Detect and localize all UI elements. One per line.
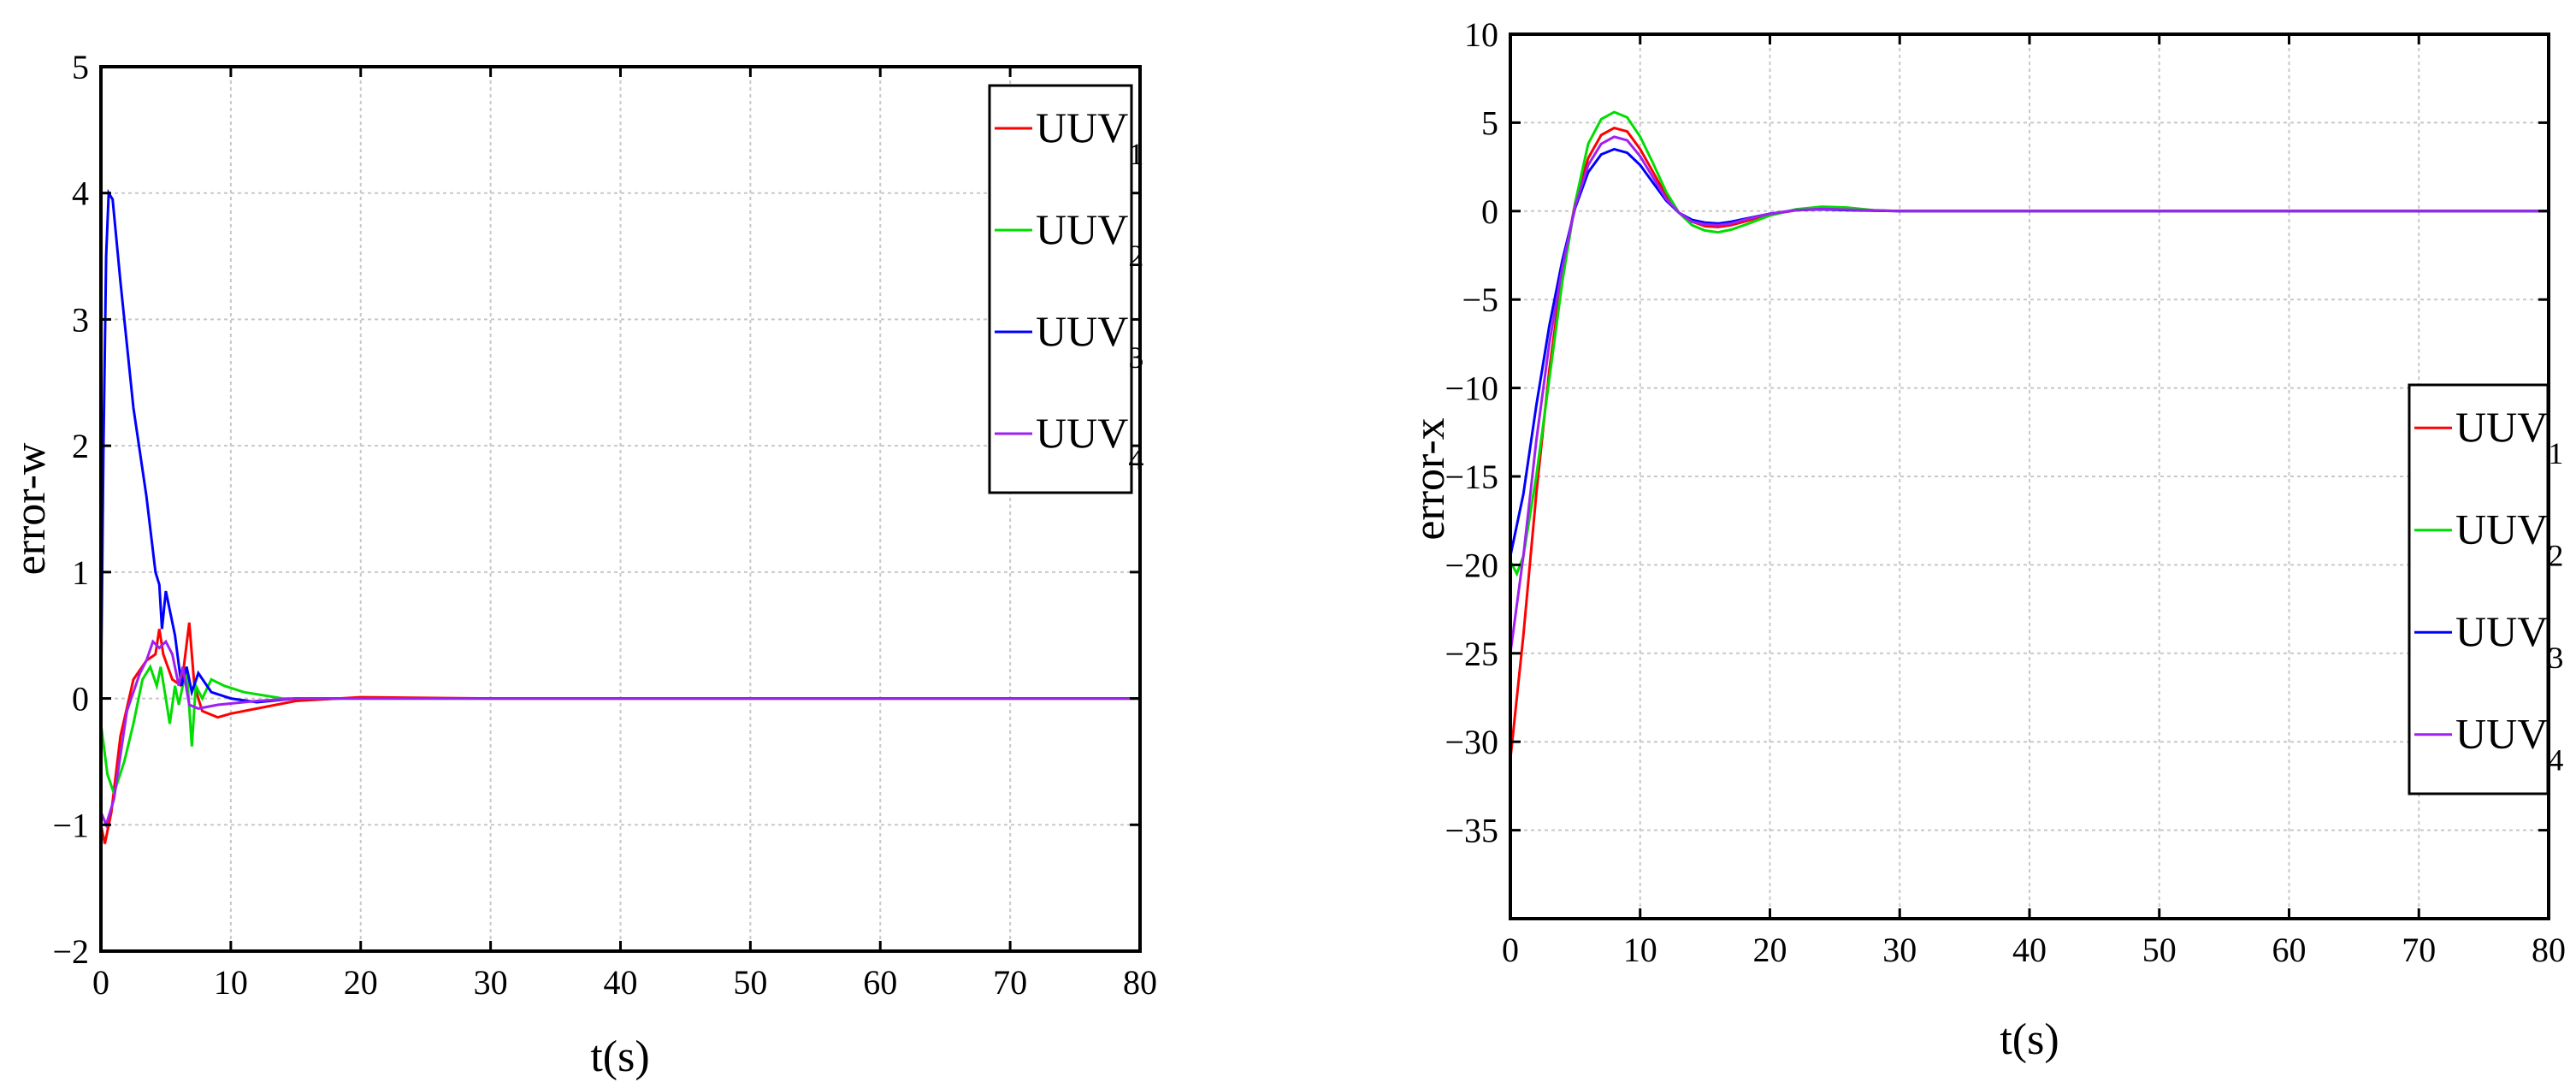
legend-label-main: UUV bbox=[2455, 403, 2548, 451]
legend-label-subscript: 4 bbox=[1128, 442, 1143, 476]
x-tick-label: 70 bbox=[993, 963, 1027, 1002]
legend-label-main: UUV bbox=[1036, 307, 1128, 355]
legend-label-subscript: 2 bbox=[1128, 239, 1143, 273]
x-tick-label: 70 bbox=[2402, 931, 2436, 969]
y-tick-label: 1 bbox=[72, 553, 89, 592]
x-tick-label: 10 bbox=[1623, 931, 1657, 969]
series-line-uuv2 bbox=[1510, 110, 2549, 577]
chart-error-x: 0 10 20 30 40 50 60 70 80 −35 −30 −25 −20 −15 −10 −5 0 5 1… bbox=[1405, 15, 2566, 1064]
x-tick-label: 60 bbox=[863, 963, 897, 1002]
y-axis-title: error-w bbox=[6, 442, 55, 575]
x-tick-label: 80 bbox=[2532, 931, 2566, 969]
legend-label-main: UUV bbox=[2455, 506, 2548, 553]
x-tick-label: 30 bbox=[474, 963, 508, 1002]
y-tick-label: −1 bbox=[52, 806, 89, 844]
x-tick-label: 80 bbox=[1123, 963, 1157, 1002]
y-tick-label: −15 bbox=[1445, 458, 1498, 496]
chart-error-w: 0 10 20 30 40 50 60 70 80 −2 −1 0 1 2 3 4 5 t(s) error-w UU… bbox=[6, 48, 1157, 1081]
legend-label-main: UUV bbox=[1036, 409, 1128, 457]
legend-label-subscript: 2 bbox=[2548, 539, 2563, 573]
y-tick-label: −30 bbox=[1445, 723, 1498, 761]
y-tick-label: 5 bbox=[1481, 103, 1498, 142]
series-line-uuv2 bbox=[101, 664, 1140, 798]
legend-label-uuv1: UUV1 bbox=[1036, 103, 1143, 171]
legend-box bbox=[988, 84, 1133, 494]
y-tick-label: 10 bbox=[1464, 15, 1498, 54]
x-tick-label: 60 bbox=[2272, 931, 2307, 969]
legend-label-subscript: 1 bbox=[1128, 137, 1143, 171]
legend-label-main: UUV bbox=[2455, 607, 2548, 655]
legend-label-uuv3: UUV3 bbox=[1036, 307, 1143, 375]
x-tick-label: 0 bbox=[1502, 931, 1519, 969]
x-tick-label: 50 bbox=[733, 963, 767, 1002]
legend-label-subscript: 4 bbox=[2548, 743, 2563, 778]
legend-label-main: UUV bbox=[2455, 710, 2548, 758]
legend-label-uuv4: UUV4 bbox=[2455, 710, 2563, 778]
y-tick-label: 5 bbox=[72, 48, 89, 86]
legend-box bbox=[2408, 383, 2549, 795]
legend-label-subscript: 1 bbox=[2548, 436, 2563, 470]
x-tick-label: 20 bbox=[1753, 931, 1787, 969]
y-tick-label: 0 bbox=[72, 680, 89, 718]
x-axis-title: t(s) bbox=[590, 1032, 649, 1081]
x-axis-title: t(s) bbox=[2000, 1015, 2059, 1064]
y-tick-label: 3 bbox=[72, 300, 89, 339]
legend-label-uuv2: UUV2 bbox=[2455, 506, 2563, 573]
y-tick-label: 0 bbox=[1481, 192, 1498, 231]
legend-label-subscript: 3 bbox=[1128, 340, 1143, 375]
x-tick-label: 40 bbox=[2012, 931, 2047, 969]
legend-label-uuv4: UUV4 bbox=[1036, 409, 1143, 476]
x-tick-label: 30 bbox=[1882, 931, 1917, 969]
legend-label-uuv3: UUV3 bbox=[2455, 607, 2563, 675]
legend-label-uuv1: UUV1 bbox=[2455, 403, 2563, 470]
y-tick-label: −25 bbox=[1445, 635, 1498, 673]
legend-label-subscript: 3 bbox=[2548, 641, 2563, 675]
y-tick-label: 4 bbox=[72, 174, 89, 213]
y-tick-label: 2 bbox=[72, 427, 89, 465]
series-line-uuv3 bbox=[101, 188, 1140, 704]
legend-label-uuv2: UUV2 bbox=[1036, 205, 1143, 273]
y-tick-label: −20 bbox=[1445, 546, 1498, 584]
x-tick-label: 0 bbox=[92, 963, 109, 1002]
x-tick-label: 50 bbox=[2142, 931, 2177, 969]
y-axis-title: error-x bbox=[1405, 417, 1454, 540]
x-tick-label: 10 bbox=[214, 963, 248, 1002]
legend-label-main: UUV bbox=[1036, 205, 1128, 253]
y-tick-label: −2 bbox=[52, 932, 89, 971]
series-line-uuv4 bbox=[101, 639, 1140, 829]
y-tick-label: −10 bbox=[1445, 370, 1498, 408]
x-tick-label: 40 bbox=[604, 963, 638, 1002]
legend-label-main: UUV bbox=[1036, 103, 1128, 151]
y-tick-label: −35 bbox=[1445, 812, 1498, 850]
series-line-uuv4 bbox=[1510, 135, 2549, 653]
y-tick-label: −5 bbox=[1462, 281, 1498, 319]
x-tick-label: 20 bbox=[344, 963, 378, 1002]
